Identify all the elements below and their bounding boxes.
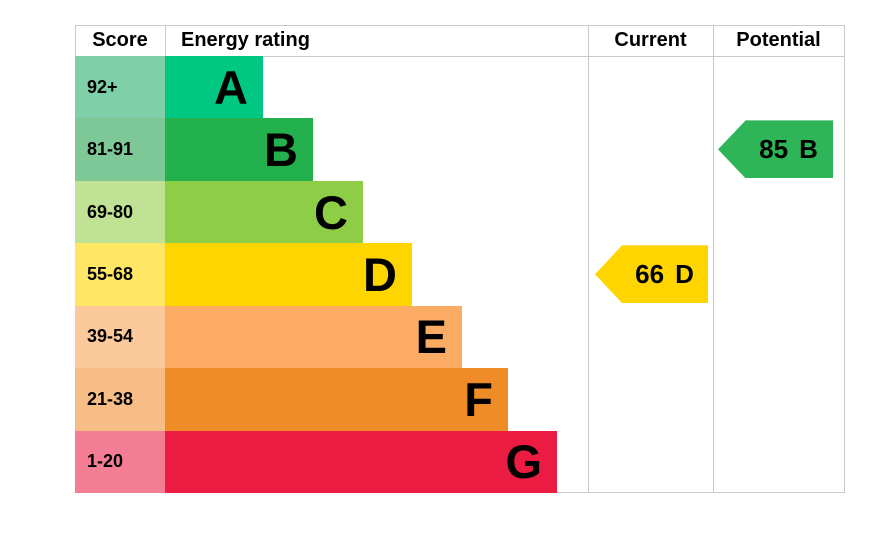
rating-bar: E	[165, 305, 462, 369]
grade-letter: B	[264, 123, 298, 177]
band-row-c: 69-80 C	[75, 180, 588, 244]
header-potential: Potential	[736, 29, 821, 51]
grade-letter: C	[314, 185, 348, 239]
current-arrow: 66 D	[595, 245, 708, 304]
rating-bar: G	[165, 430, 557, 493]
divider-current-potential	[713, 25, 714, 493]
divider-energy-current	[588, 25, 589, 493]
band-rows: 92+ A 81-91 B 69-80 C 55-68 D 39-54 E 21…	[75, 56, 588, 493]
header-left-border	[75, 25, 76, 56]
score-cell: 21-38	[75, 368, 165, 431]
table-top-border	[75, 25, 845, 26]
band-row-d: 55-68 D	[75, 243, 588, 306]
header-current: Current	[614, 29, 687, 51]
potential-value: 85	[759, 133, 789, 164]
grade-letter: D	[363, 247, 397, 301]
score-cell: 81-91	[75, 118, 165, 181]
potential-grade: B	[799, 133, 818, 164]
band-row-b: 81-91 B	[75, 118, 588, 181]
rating-bar: A	[165, 56, 263, 119]
potential-arrow: 85 B	[718, 120, 833, 179]
band-row-g: 1-20 G	[75, 430, 588, 493]
band-row-f: 21-38 F	[75, 368, 588, 431]
grade-letter: F	[464, 372, 493, 426]
band-row-a: 92+ A	[75, 56, 588, 119]
score-cell: 92+	[75, 56, 165, 119]
table-right-border	[844, 25, 845, 493]
header-energy-rating: Energy rating	[181, 29, 310, 51]
band-row-e: 39-54 E	[75, 305, 588, 369]
grade-letter: G	[505, 435, 542, 489]
score-cell: 1-20	[75, 430, 165, 493]
divider-score-energy	[165, 25, 166, 56]
rating-bar: C	[165, 180, 363, 244]
epc-table: Score Energy rating Current Potential 92…	[75, 25, 845, 493]
current-grade: D	[675, 258, 694, 289]
grade-letter: E	[415, 310, 447, 364]
rating-bar: F	[165, 368, 508, 431]
score-cell: 69-80	[75, 180, 165, 244]
score-cell: 39-54	[75, 305, 165, 369]
grade-letter: A	[214, 60, 248, 114]
rating-bar: D	[165, 243, 412, 306]
header-score: Score	[92, 29, 148, 51]
current-value: 66	[635, 258, 665, 289]
score-cell: 55-68	[75, 243, 165, 306]
rating-bar: B	[165, 118, 313, 181]
header-bottom-border	[75, 56, 845, 57]
